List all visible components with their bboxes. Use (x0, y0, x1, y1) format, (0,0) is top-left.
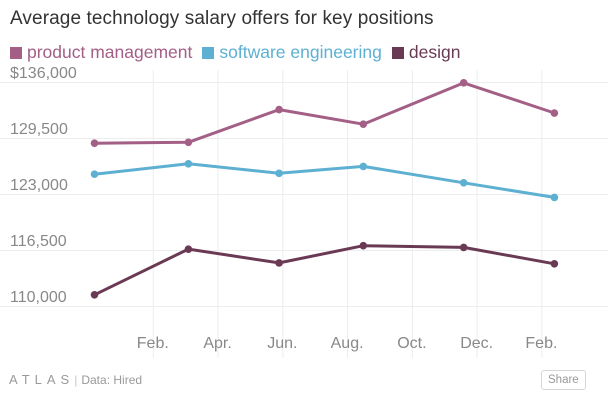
series-line-0 (93, 81, 556, 145)
data-point (90, 291, 99, 299)
legend-item-product-management: product management (10, 42, 192, 63)
series-line-1 (93, 162, 556, 199)
x-tick-label: Apr. (203, 335, 231, 352)
data-point (550, 259, 559, 268)
data-point (184, 160, 193, 168)
data-point (184, 245, 193, 253)
y-tick-label: 110,000 (10, 289, 67, 306)
footer-separator: | (74, 372, 78, 387)
y-tick-label: $136,000 (10, 65, 77, 82)
legend-swatch-product-management (10, 46, 22, 59)
y-tick-label: 116,500 (10, 233, 67, 250)
legend-swatch-design (391, 46, 404, 59)
series-line-2 (93, 244, 556, 297)
x-tick-label: Aug. (331, 335, 364, 352)
x-tick-label: Feb. (137, 335, 169, 352)
data-source: Data: Hired (81, 372, 143, 387)
x-tick-label: Dec. (460, 335, 493, 352)
x-tick-label: Jun. (267, 335, 297, 352)
data-point (550, 109, 559, 117)
chart-title: Average technology salary offers for key… (10, 8, 434, 29)
data-point (90, 139, 99, 147)
legend-label-software-engineering: software engineering (219, 42, 382, 62)
legend-item-design: design (391, 42, 461, 63)
data-point (359, 162, 368, 171)
legend-label-product-management: product management (27, 42, 193, 62)
atlas-logo: ATLAS (9, 372, 75, 387)
data-point (459, 243, 468, 252)
footer: ATLAS | Data: Hired (9, 372, 142, 387)
data-point (550, 193, 559, 202)
legend-swatch-software-engineering (202, 46, 215, 59)
data-point (275, 169, 283, 178)
data-point (275, 105, 283, 114)
legend-item-software-engineering: software engineering (202, 42, 382, 63)
legend: product management software engineering … (10, 42, 470, 63)
legend-label-design: design (408, 42, 461, 62)
data-point (459, 179, 468, 187)
data-point (90, 170, 99, 178)
y-tick-label: 129,500 (10, 121, 68, 138)
data-point (275, 259, 283, 267)
data-point (359, 120, 368, 129)
data-point (184, 138, 193, 147)
data-point (459, 79, 468, 87)
share-button[interactable]: Share (541, 370, 586, 390)
y-tick-label: 123,000 (10, 177, 68, 194)
data-point (359, 241, 368, 250)
x-tick-label: Oct. (397, 335, 426, 352)
x-tick-label: Feb. (525, 335, 557, 352)
